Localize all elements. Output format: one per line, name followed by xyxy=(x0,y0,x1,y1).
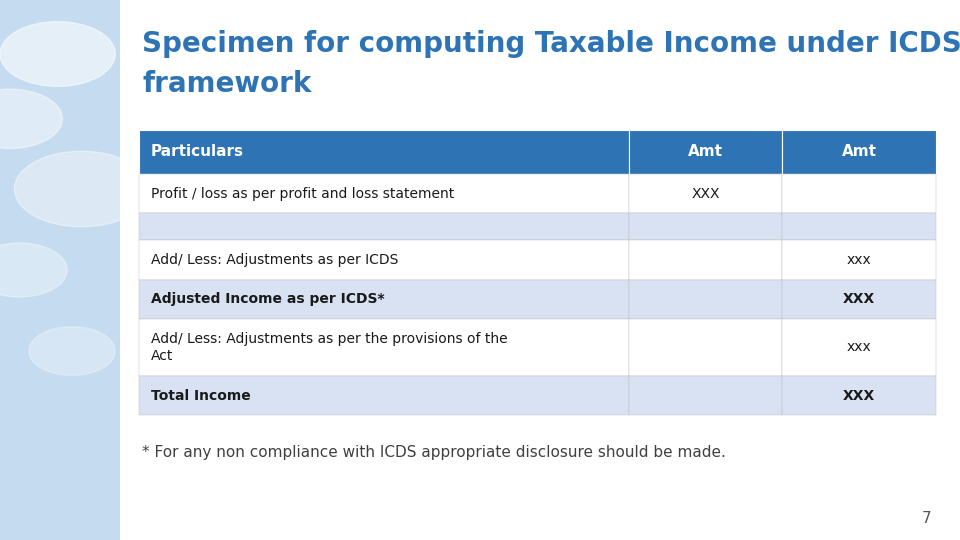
FancyBboxPatch shape xyxy=(139,319,629,376)
Text: Specimen for computing Taxable Income under ICDS: Specimen for computing Taxable Income un… xyxy=(142,30,960,58)
Text: XXX: XXX xyxy=(843,293,876,306)
FancyBboxPatch shape xyxy=(782,130,936,174)
Circle shape xyxy=(0,243,67,297)
FancyBboxPatch shape xyxy=(782,280,936,319)
FancyBboxPatch shape xyxy=(782,213,936,240)
Text: xxx: xxx xyxy=(847,341,872,354)
Text: Particulars: Particulars xyxy=(151,144,244,159)
Text: Total Income: Total Income xyxy=(151,389,251,402)
FancyBboxPatch shape xyxy=(139,213,629,240)
Text: Amt: Amt xyxy=(688,144,723,159)
FancyBboxPatch shape xyxy=(0,0,120,540)
Text: xxx: xxx xyxy=(847,253,872,267)
Text: XXX: XXX xyxy=(691,187,720,200)
FancyBboxPatch shape xyxy=(139,240,629,280)
FancyBboxPatch shape xyxy=(139,280,629,319)
Text: Add/ Less: Adjustments as per ICDS: Add/ Less: Adjustments as per ICDS xyxy=(151,253,398,267)
Circle shape xyxy=(14,151,149,227)
FancyBboxPatch shape xyxy=(629,280,782,319)
Text: Add/ Less: Adjustments as per the provisions of the
Act: Add/ Less: Adjustments as per the provis… xyxy=(151,333,507,362)
FancyBboxPatch shape xyxy=(139,130,629,174)
FancyBboxPatch shape xyxy=(629,240,782,280)
Circle shape xyxy=(0,22,115,86)
FancyBboxPatch shape xyxy=(782,240,936,280)
FancyBboxPatch shape xyxy=(629,130,782,174)
Text: Profit / loss as per profit and loss statement: Profit / loss as per profit and loss sta… xyxy=(151,187,454,200)
FancyBboxPatch shape xyxy=(782,376,936,415)
Text: Amt: Amt xyxy=(842,144,876,159)
Text: Adjusted Income as per ICDS*: Adjusted Income as per ICDS* xyxy=(151,293,384,306)
FancyBboxPatch shape xyxy=(782,174,936,213)
FancyBboxPatch shape xyxy=(629,376,782,415)
FancyBboxPatch shape xyxy=(629,213,782,240)
FancyBboxPatch shape xyxy=(139,174,629,213)
Circle shape xyxy=(29,327,115,375)
FancyBboxPatch shape xyxy=(629,319,782,376)
Circle shape xyxy=(0,89,62,148)
FancyBboxPatch shape xyxy=(782,319,936,376)
FancyBboxPatch shape xyxy=(139,376,629,415)
Text: 7: 7 xyxy=(922,511,931,526)
FancyBboxPatch shape xyxy=(629,174,782,213)
Text: framework: framework xyxy=(142,70,311,98)
Text: XXX: XXX xyxy=(843,389,876,402)
Text: * For any non compliance with ICDS appropriate disclosure should be made.: * For any non compliance with ICDS appro… xyxy=(142,445,726,460)
